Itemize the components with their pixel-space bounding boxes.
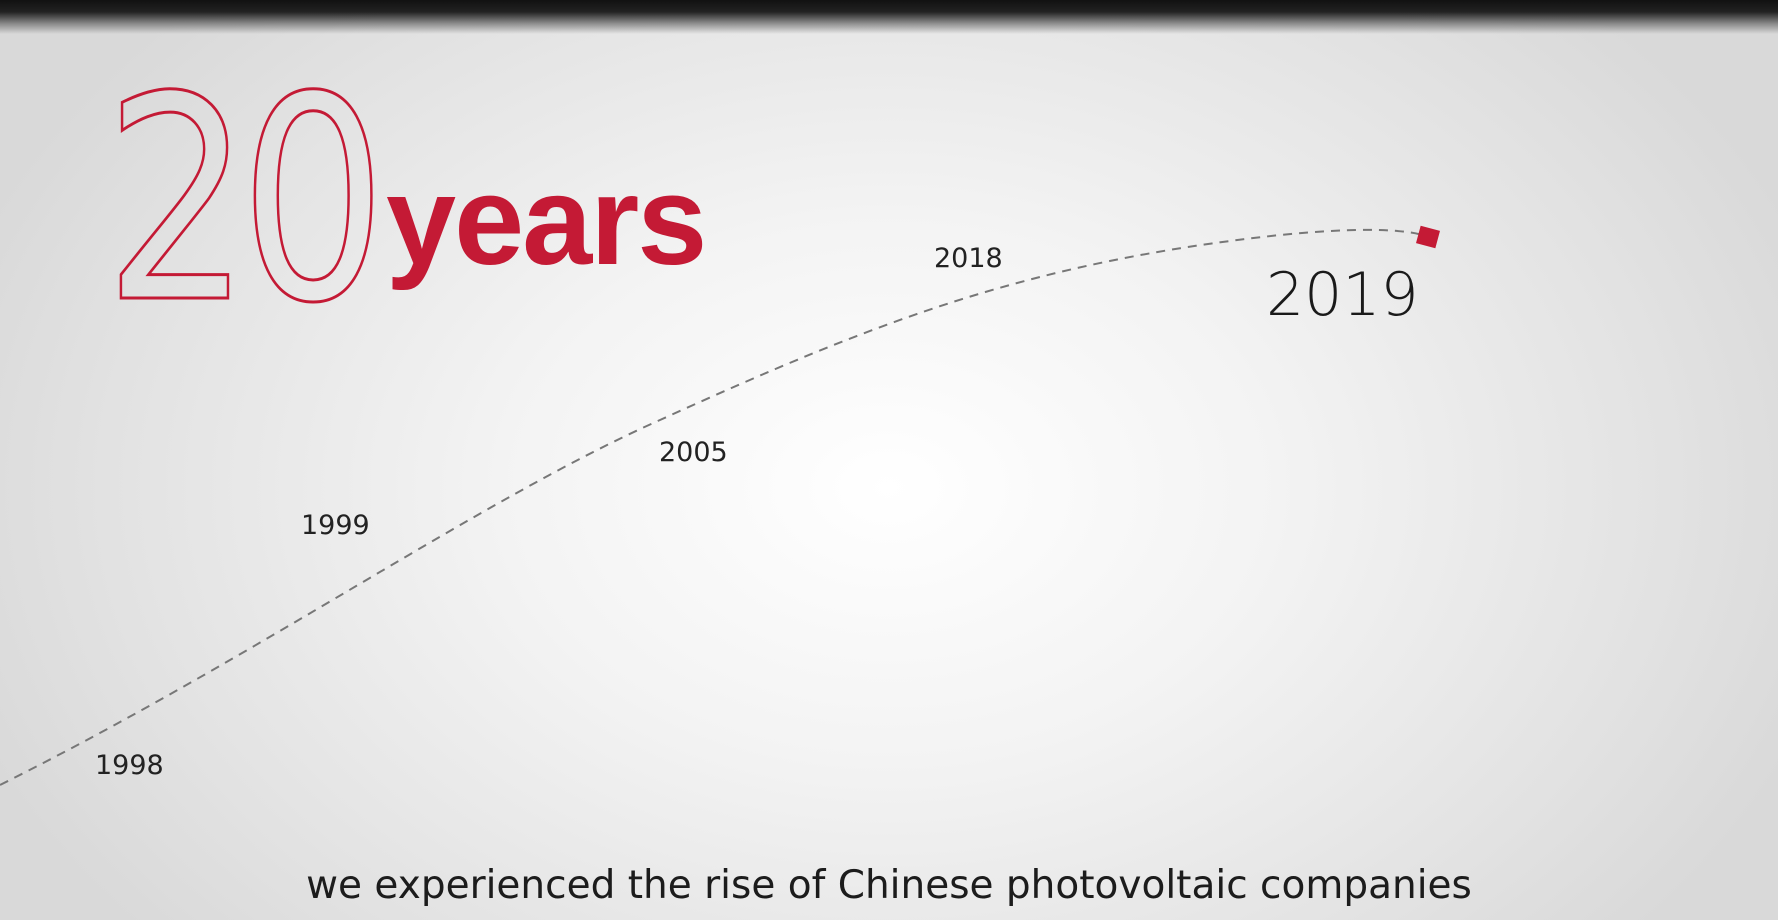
year-label-1999: 1999 (301, 510, 370, 541)
year-label-1998: 1998 (95, 750, 164, 781)
year-label-2019: 2019 (1266, 260, 1419, 330)
headline-number: 20 (103, 36, 388, 365)
timeline-dashed-path (0, 228, 1429, 786)
year-label-2018: 2018 (934, 243, 1003, 274)
year-label-2005: 2005 (659, 437, 728, 468)
timeline-end-marker (1416, 225, 1440, 249)
headline-word: years (386, 150, 707, 291)
top-shadow-bar (0, 0, 1778, 34)
caption-text: we experienced the rise of Chinese photo… (306, 863, 1472, 908)
